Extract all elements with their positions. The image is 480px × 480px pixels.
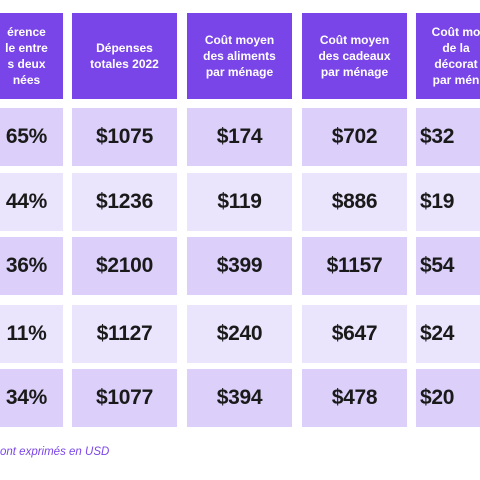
- table-cell-value: 44%: [5, 190, 48, 213]
- table-cell-value: 65%: [5, 125, 48, 148]
- table-cell-value: $1077: [96, 386, 153, 409]
- table-cell-value: $2100: [96, 254, 153, 277]
- column-header-label: érence le entre s deux nées: [5, 25, 48, 87]
- table-cell-gifts-cost: $886: [302, 173, 407, 231]
- table-cell-total-spending: $1236: [72, 173, 177, 231]
- table-cell-value: $240: [216, 322, 263, 345]
- table-cell-food-cost: $394: [187, 369, 292, 427]
- table-cell-gifts-cost: $702: [302, 108, 407, 166]
- table-cell-total-spending: $1127: [72, 305, 177, 363]
- table-cell-decoration-cost: $32: [416, 108, 480, 166]
- table-cell-value: $54: [420, 254, 455, 277]
- table-cell-gifts-cost: $647: [302, 305, 407, 363]
- table-cell-decoration-cost: $19: [416, 173, 480, 231]
- table-cell-gifts-cost: $1157: [302, 237, 407, 295]
- table-cell-decoration-cost: $20: [416, 369, 480, 427]
- table-cell-value: 34%: [5, 386, 48, 409]
- table-cell-value: 36%: [5, 254, 48, 277]
- table-cell-value: $478: [331, 386, 378, 409]
- column-header-food-cost: Coût moyen des aliments par ménage: [187, 13, 292, 99]
- table-cell-decoration-cost: $54: [416, 237, 480, 295]
- table-cell-food-cost: $399: [187, 237, 292, 295]
- table-cell-value: $174: [216, 125, 263, 148]
- column-header-gifts-cost: Coût moyen des cadeaux par ménage: [302, 13, 407, 99]
- table-cell-gifts-cost: $478: [302, 369, 407, 427]
- column-header-difference: érence le entre s deux nées: [0, 13, 63, 99]
- column-header-label: Coût moyen des aliments par ménage: [203, 33, 276, 79]
- table-cell-value: $1075: [96, 125, 153, 148]
- table-cell-food-cost: $174: [187, 108, 292, 166]
- table-cell-value: $399: [216, 254, 263, 277]
- column-header-label: Coût moyen des cadeaux par ménage: [318, 33, 391, 79]
- table-cell-value: $24: [420, 322, 455, 345]
- table-cell-value: $32: [420, 125, 455, 148]
- column-header-label: Coût mo de la décorat par mén: [431, 25, 480, 87]
- table-cell-value: $886: [331, 190, 378, 213]
- table-cell-total-spending: $1077: [72, 369, 177, 427]
- table-cell-value: 11%: [6, 322, 47, 345]
- table-cell-decoration-cost: $24: [416, 305, 480, 363]
- table-cell-difference: 11%: [0, 305, 63, 363]
- table-cell-difference: 44%: [0, 173, 63, 231]
- table-cell-value: $119: [217, 190, 262, 213]
- table-cell-difference: 65%: [0, 108, 63, 166]
- table-cell-value: $702: [331, 125, 378, 148]
- column-header-label: Dépenses totales 2022: [90, 41, 159, 71]
- table-cell-difference: 34%: [0, 369, 63, 427]
- table-cell-value: $1127: [96, 322, 153, 345]
- column-header-total-spending: Dépenses totales 2022: [72, 13, 177, 99]
- table-cell-value: $647: [331, 322, 378, 345]
- table-cell-value: $20: [420, 386, 455, 409]
- table-cell-value: $1236: [96, 190, 153, 213]
- table-cell-value: $19: [420, 190, 455, 213]
- column-header-decoration-cost: Coût mo de la décorat par mén: [416, 13, 480, 99]
- table-cell-food-cost: $240: [187, 305, 292, 363]
- table-cell-difference: 36%: [0, 237, 63, 295]
- table-cell-food-cost: $119: [187, 173, 292, 231]
- table-cell-value: $394: [216, 386, 263, 409]
- table-cell-value: $1157: [326, 254, 383, 277]
- footnote: ont exprimés en USD: [0, 446, 110, 458]
- table-cell-total-spending: $2100: [72, 237, 177, 295]
- table-cell-total-spending: $1075: [72, 108, 177, 166]
